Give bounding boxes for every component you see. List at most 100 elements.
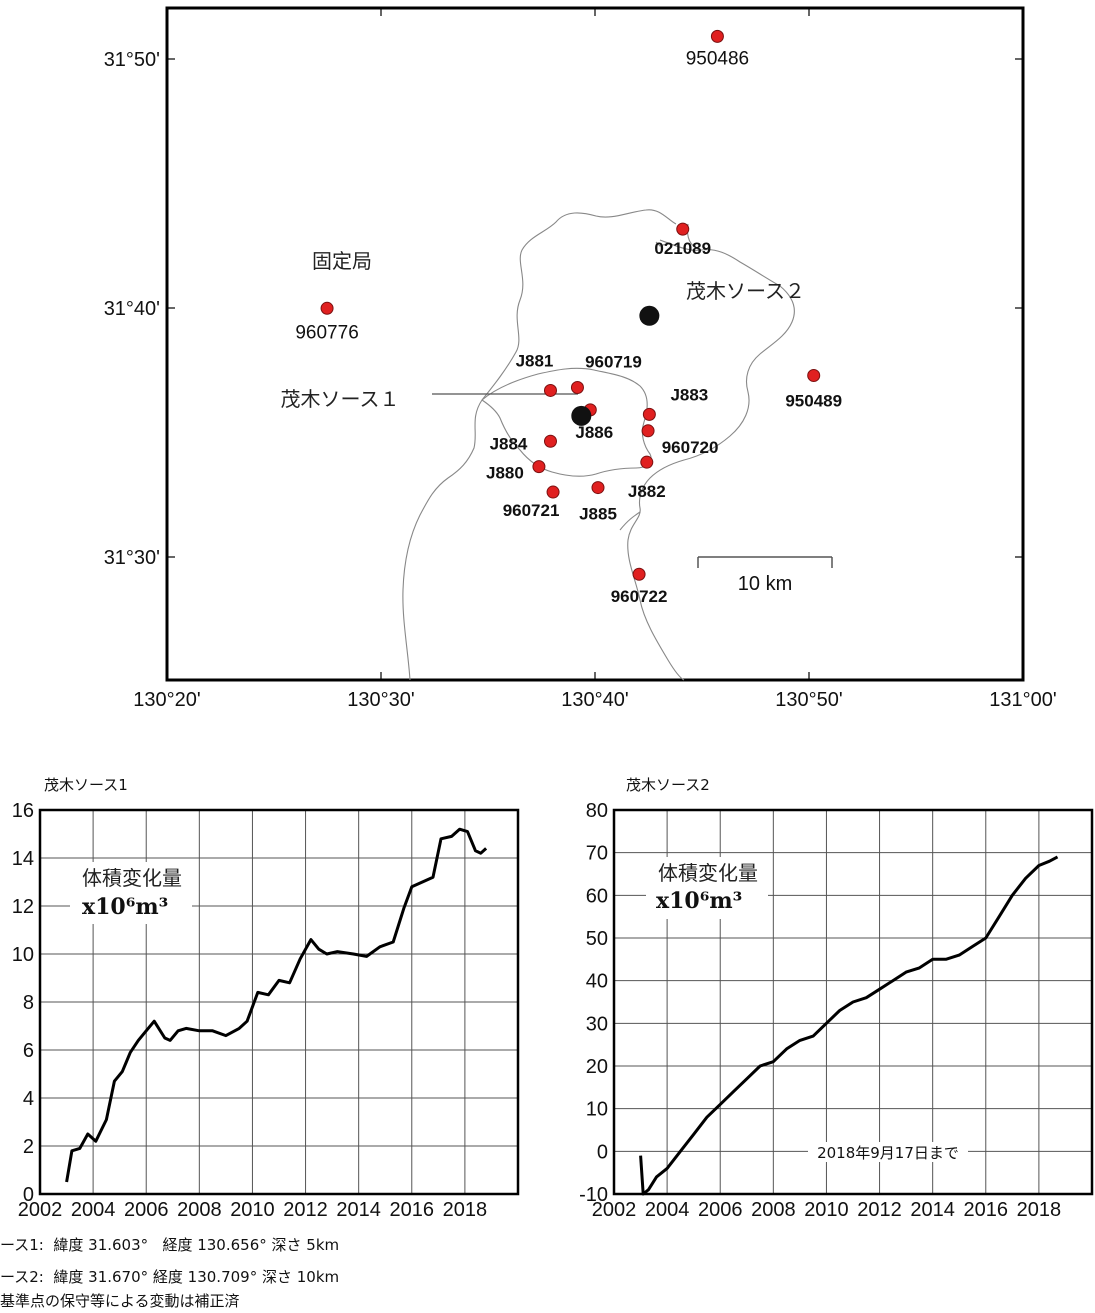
- note-source1: ース1: 緯度 31.603° 経度 130.656° 深さ 5km: [0, 1236, 340, 1254]
- plot-frame: [38, 808, 520, 1196]
- x-tick-label: 2002: [592, 1199, 637, 1221]
- scale-label: 10 km: [738, 573, 792, 595]
- lon-tick: 130°20': [133, 689, 200, 711]
- x-tick-label: 2012: [857, 1199, 902, 1221]
- y-tick-label: 60: [586, 885, 608, 907]
- y-tick-label: 4: [23, 1088, 34, 1110]
- chart-title: 茂木ソース2: [626, 776, 710, 794]
- x-tick-label: 2008: [751, 1199, 796, 1221]
- station-label: 960722: [611, 587, 668, 606]
- y-tick-label: 2: [23, 1136, 34, 1158]
- station-marker: [640, 455, 654, 469]
- station-marker: [570, 380, 584, 394]
- note-correction: 基準点の保守等による変動は補正済: [0, 1292, 240, 1310]
- plot-frame: [612, 808, 1094, 1196]
- unit-label: x10⁶m³: [82, 894, 168, 920]
- chart-title: 茂木ソース1: [44, 776, 128, 794]
- scale-bar: [697, 556, 833, 568]
- chart-source2: 茂木ソース2 2002 2004 2006 2008 2010 2012 2014 2016 2…: [579, 776, 1094, 1221]
- station-marker: [591, 481, 605, 495]
- chart-source1: 茂木ソース1 2002 2004 2006 2008 2010 2012 2014 2016 2…: [12, 776, 520, 1221]
- fixed-station-label: 固定局: [312, 249, 372, 273]
- series-line: [65, 827, 488, 1183]
- station-label: 960720: [662, 438, 719, 457]
- lon-tick: 130°30': [347, 689, 414, 711]
- x-tick-label: 2014: [336, 1199, 381, 1221]
- annotation: 2018年9月17日まで: [817, 1144, 959, 1162]
- station-label: J886: [575, 423, 613, 442]
- map-frame: [165, 6, 1025, 682]
- station-marker: [543, 434, 557, 448]
- x-tick-label: 2018: [1017, 1199, 1062, 1221]
- station-label: J883: [670, 385, 708, 404]
- station-marker: [641, 424, 655, 438]
- station-label: J882: [628, 482, 666, 501]
- lon-tick: 131°00': [989, 689, 1056, 711]
- y-tick-label: 0: [597, 1141, 608, 1163]
- lat-tick: 31°30': [104, 547, 160, 569]
- station-marker: [676, 222, 690, 236]
- pressure-source-marker: [571, 405, 592, 426]
- label-backdrop: [70, 862, 192, 924]
- lat-tick: 31°50': [104, 49, 160, 71]
- x-tick-label: 2010: [230, 1199, 275, 1221]
- y-tick-label: 0: [23, 1184, 34, 1206]
- y-tick-label: 14: [12, 848, 34, 870]
- tick-labels: 2002 2004 2006 2008 2010 2012 2014 2016 2018 0 2 4 6…: [12, 800, 487, 1221]
- y-tick-label: 30: [586, 1013, 608, 1035]
- y-tick-label: 50: [586, 928, 608, 950]
- source1-label: 茂木ソース１: [281, 387, 400, 411]
- y-tick-label: 80: [586, 800, 608, 822]
- y-tick-label: 8: [23, 992, 34, 1014]
- station-marker: [642, 407, 656, 421]
- x-tick-label: 2002: [18, 1199, 63, 1221]
- y-tick-label: 20: [586, 1056, 608, 1078]
- station-marker: [632, 567, 646, 581]
- y-tick-label: 40: [586, 971, 608, 993]
- inner-label: 体積変化量: [658, 861, 758, 885]
- x-tick-label: 2018: [443, 1199, 488, 1221]
- x-tick-label: 2016: [390, 1199, 435, 1221]
- y-tick-label: 16: [12, 800, 34, 822]
- pressure-source-marker: [639, 305, 660, 326]
- lon-tick: 130°50': [775, 689, 842, 711]
- note-source2: ース2: 緯度 31.670° 経度 130.709° 深さ 10km: [0, 1268, 340, 1286]
- station-label: 960776: [295, 322, 358, 343]
- station-marker: [710, 29, 724, 43]
- lon-tick: 130°40': [561, 689, 628, 711]
- station-label: 021089: [654, 239, 711, 258]
- y-tick-label: 12: [12, 896, 34, 918]
- tick-labels: 2002 2004 2006 2008 2010 2012 2014 2016 2018-100…: [579, 800, 1061, 1221]
- map-tick-marks: [167, 8, 1023, 680]
- station-label: J880: [486, 464, 524, 483]
- x-tick-label: 2006: [698, 1199, 743, 1221]
- inner-label: 体積変化量: [82, 866, 182, 890]
- station-label: J884: [490, 434, 528, 453]
- station-marker: [807, 369, 821, 383]
- x-tick-label: 2012: [283, 1199, 328, 1221]
- station-marker: [546, 485, 560, 499]
- source2-label: 茂木ソース２: [686, 279, 805, 303]
- y-tick-label: 6: [23, 1040, 34, 1062]
- station-marker: [320, 301, 334, 315]
- unit-label: x10⁶m³: [656, 888, 742, 914]
- x-tick-label: 2004: [71, 1199, 116, 1221]
- y-tick-label: 10: [12, 944, 34, 966]
- series-line: [639, 855, 1059, 1196]
- y-tick-label: -10: [579, 1184, 608, 1206]
- figure: 10 km 固定局 茂木ソース１ 茂木ソース２ 130°20' 130°30' …: [12, 6, 1094, 1221]
- station-label: 960721: [503, 501, 560, 520]
- y-tick-label: 10: [586, 1099, 608, 1121]
- x-tick-label: 2010: [804, 1199, 849, 1221]
- x-tick-label: 2014: [910, 1199, 955, 1221]
- x-tick-label: 2006: [124, 1199, 169, 1221]
- stations-layer: 950486 021089 960776 J881 960719 J883 950489 J8…: [295, 29, 842, 606]
- x-tick-label: 2008: [177, 1199, 222, 1221]
- x-tick-label: 2016: [964, 1199, 1009, 1221]
- station-marker: [543, 383, 557, 397]
- station-marker: [532, 460, 546, 474]
- station-label: 950489: [785, 392, 842, 411]
- y-tick-label: 70: [586, 843, 608, 865]
- lat-tick: 31°40': [104, 298, 160, 320]
- station-label: 960719: [585, 352, 642, 371]
